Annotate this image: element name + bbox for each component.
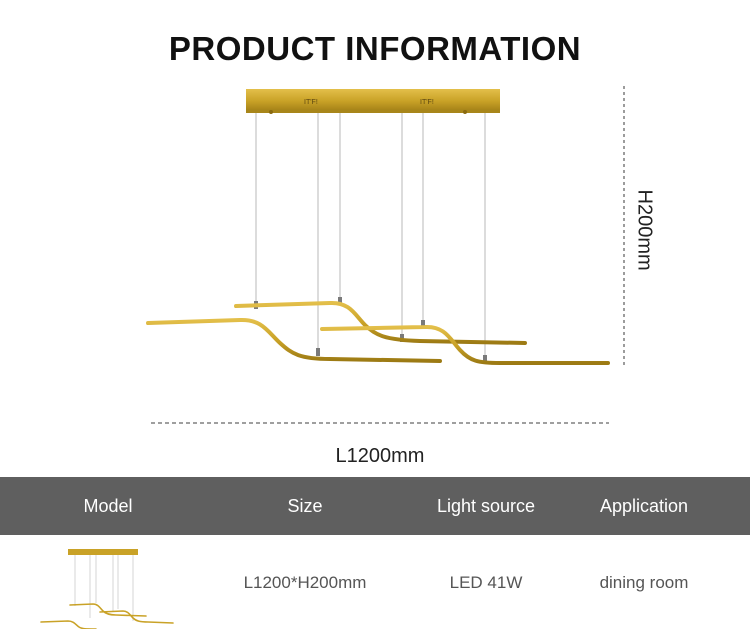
length-dimension-label: L1200mm [335,445,425,467]
header-size: Size [287,496,323,516]
svg-text:IT'F!: IT'F! [420,99,434,106]
light-source-value: LED 41W [449,573,523,592]
spec-table-header: Model Size Light source Application [0,477,750,535]
model-thumbnail [40,549,174,629]
header-application: Application [599,496,689,516]
svg-text:IT'F!: IT'F! [304,99,318,106]
chandelier-illustration: IT'F! IT'F! [146,86,625,424]
page-title: PRODUCT INFORMATION [168,30,582,67]
height-dimension-label: H200mm [633,189,656,271]
spec-table-row: L1200*H200mm LED 41W dining room [0,535,750,631]
suspension-wires [255,113,486,362]
application-value: dining room [599,573,689,592]
light-bars [146,300,610,365]
size-value: L1200*H200mm [243,573,367,592]
header-model: Model [83,496,133,516]
header-light-source: Light source [436,496,536,516]
